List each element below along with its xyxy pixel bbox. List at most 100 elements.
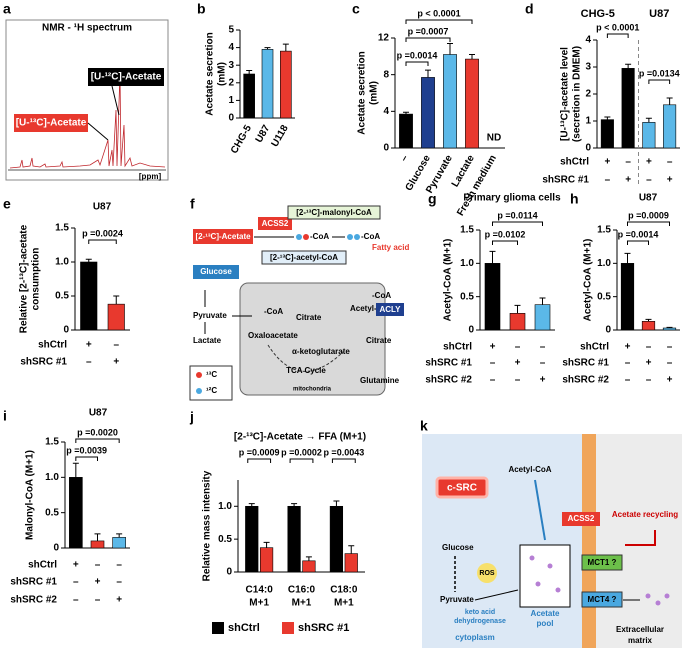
pointer <box>111 85 120 116</box>
y-axis-label: Relative mass intensity <box>202 470 213 581</box>
condition-label: shSRC #2 <box>425 375 472 386</box>
bar <box>80 261 98 331</box>
annotation: p =0.0009 <box>239 447 280 457</box>
error-bar <box>348 545 355 554</box>
x-tick-label: – <box>399 153 412 164</box>
y-axis-label: (mM) <box>369 81 380 105</box>
y-tick-label: 1.5 <box>460 225 474 236</box>
bar <box>329 505 344 573</box>
significance-bracket <box>405 37 451 42</box>
cycle-arc <box>267 344 346 372</box>
diagram-k: k c-SRC Acetyl-CoA ACSS2 Acetate recycli… <box>420 418 682 648</box>
y-tick-label: 0 <box>383 143 389 154</box>
legend-box <box>189 365 233 401</box>
panel-letter: c <box>352 1 360 17</box>
condition-mark: + <box>646 157 652 168</box>
bar <box>107 303 125 331</box>
node-label: Fatty acid <box>372 243 409 252</box>
error-bar <box>305 556 312 561</box>
error-bar <box>645 318 652 322</box>
bar <box>399 113 413 149</box>
condition-mark: – <box>73 577 79 588</box>
y-tick-label: 4 <box>383 106 389 117</box>
node-label: Acetate <box>531 609 560 618</box>
y-axis-label: (secretion in DMEM) <box>572 46 583 142</box>
annotation: p < 0.0001 <box>417 8 460 18</box>
callout <box>287 205 381 220</box>
legend-label: shSRC #1 <box>298 622 349 634</box>
node-label: [2-¹³C]-Acetate <box>195 232 251 241</box>
condition-mark: + <box>95 577 101 588</box>
y-tick-label: 1.5 <box>55 223 69 234</box>
bar <box>69 477 83 549</box>
enzyme-label: ACSS2 <box>262 219 289 228</box>
condition-label: shSRC #1 <box>20 357 67 368</box>
y-tick-label: 12 <box>378 33 390 44</box>
chart-title: [2-¹³C]-Acetate → FFA (M+1) <box>234 432 366 443</box>
error-bar <box>469 54 475 60</box>
chart-title: U87 <box>639 193 658 204</box>
condition-mark: + <box>625 175 631 186</box>
condition-label: shSRC #2 <box>10 595 57 606</box>
condition-mark: – <box>667 157 673 168</box>
node-label: MCT1 ? <box>588 558 617 567</box>
error-bar <box>282 43 289 52</box>
condition-mark: + <box>604 157 610 168</box>
bar <box>112 537 126 549</box>
compartment-label: Extracellular <box>616 625 664 634</box>
y-tick-label: 1.0 <box>55 257 69 268</box>
bar <box>600 119 614 149</box>
y-tick-label: 3 <box>585 62 591 73</box>
y-tick-label: 4 <box>585 35 591 46</box>
bar <box>484 263 501 331</box>
y-axis-label: Acetate secretion <box>357 51 368 134</box>
molecule <box>535 581 541 587</box>
group-label: U87 <box>649 8 669 20</box>
condition-label: shCtrl <box>580 342 609 353</box>
x-tick-label: C14:0 <box>246 585 274 596</box>
enzyme-box <box>376 303 404 316</box>
pool-box <box>519 544 571 608</box>
node-box <box>435 476 489 499</box>
error-bar <box>425 69 431 78</box>
chart-title: Primary glioma cells <box>463 193 561 204</box>
bar <box>621 68 635 149</box>
y-axis-label: (mM) <box>217 62 228 86</box>
y-tick-label: 8 <box>383 69 389 80</box>
annotation: p =0.0114 <box>497 210 537 220</box>
y-tick-label: 1.5 <box>597 225 611 236</box>
x-tick-label: M+1 <box>334 598 354 609</box>
node-label: TCA Cycle <box>286 366 326 375</box>
condition-mark: – <box>86 357 92 368</box>
y-tick-label: 1.5 <box>45 437 59 448</box>
condition-label: shSRC #2 <box>562 375 609 386</box>
y-tick-label: 0 <box>228 113 234 124</box>
error-bar <box>116 533 123 538</box>
arrow <box>625 530 656 546</box>
chart-title: U87 <box>89 408 108 419</box>
condition-mark: – <box>113 340 119 351</box>
error-bar <box>264 47 271 50</box>
node-label: ROS <box>479 570 495 577</box>
mitochondria-box <box>239 282 386 396</box>
annotation: p =0.0014 <box>618 229 659 239</box>
label-box <box>14 114 88 132</box>
enzyme-box <box>562 512 600 526</box>
node-label: Acetyl-CoA <box>350 304 393 313</box>
error-bar <box>666 326 673 328</box>
molecule <box>655 600 661 606</box>
panel-letter: i <box>3 408 7 424</box>
error-bar <box>248 503 255 507</box>
error-bar <box>604 116 611 120</box>
annotation: p =0.0007 <box>408 26 449 36</box>
error-bar <box>94 533 101 541</box>
y-tick-label: 0 <box>226 567 232 578</box>
legend-swatch <box>282 622 294 634</box>
molecule <box>645 593 651 599</box>
x-tick-label: M+1 <box>249 598 269 609</box>
bar <box>642 122 656 149</box>
condition-mark: + <box>73 560 79 571</box>
bar <box>344 553 358 573</box>
error-bar <box>291 503 298 507</box>
y-tick-label: 0 <box>605 325 611 336</box>
